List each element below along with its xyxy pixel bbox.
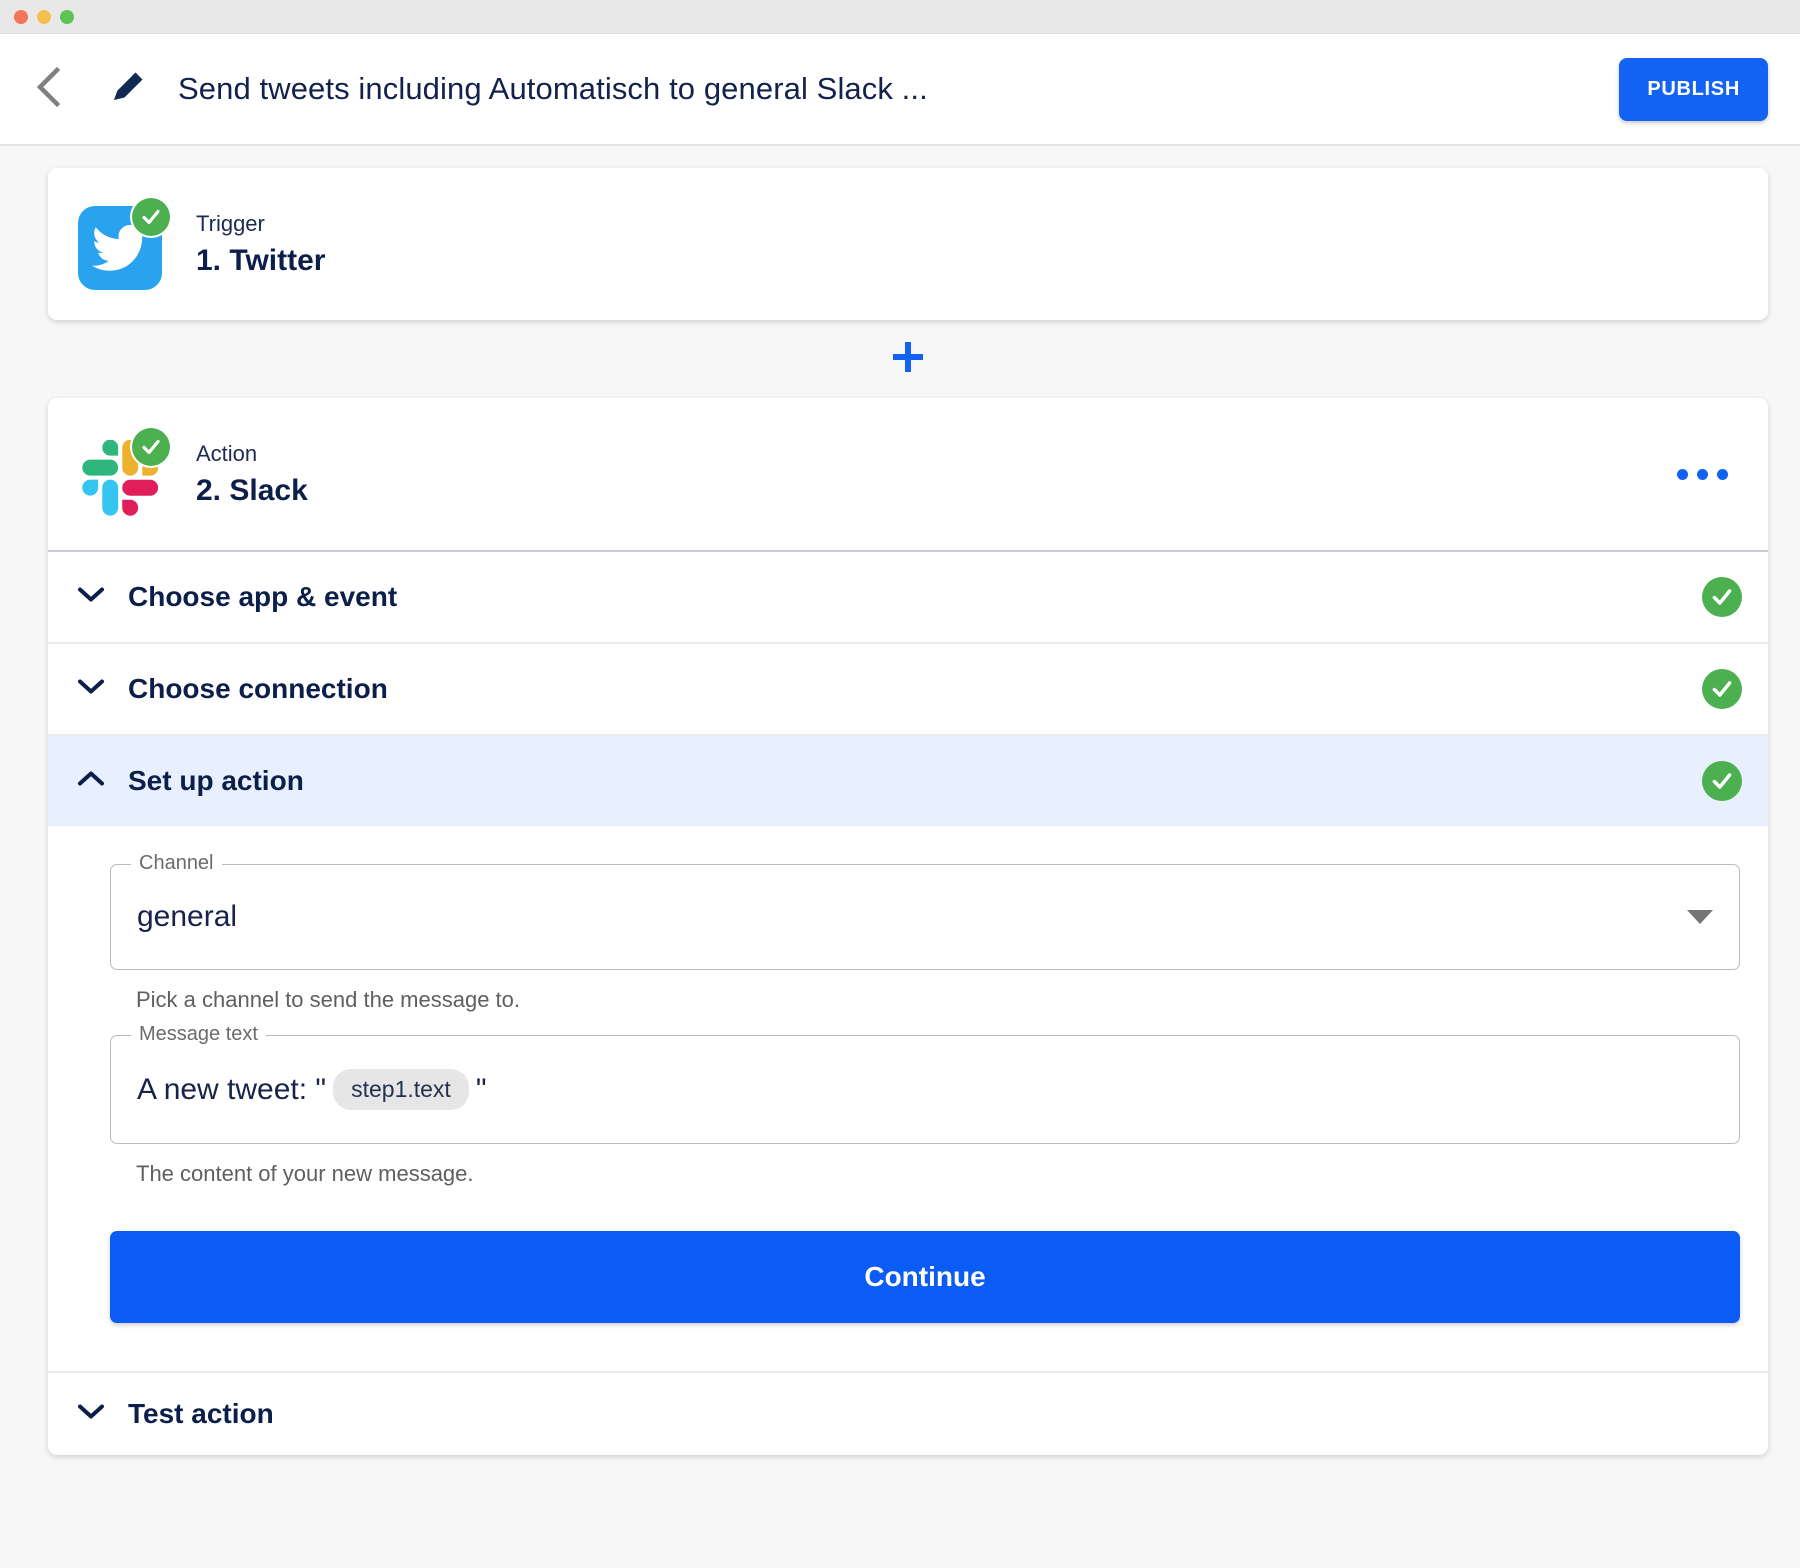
kebab-dot (1697, 468, 1708, 480)
window-minimize-button[interactable] (37, 9, 51, 24)
section-label: Test action (128, 1398, 274, 1429)
variable-token[interactable]: step1.text (333, 1069, 469, 1110)
trigger-step-kind: Trigger (196, 210, 265, 236)
window-close-button[interactable] (14, 9, 28, 24)
page-title: Send tweets including Automatisch to gen… (178, 71, 928, 106)
message-suffix: " (475, 1072, 487, 1106)
section-status-check-icon (1702, 669, 1742, 709)
back-button[interactable] (28, 65, 72, 114)
chevron-down-icon (76, 585, 106, 610)
section-choose-app-event[interactable]: Choose app & event (48, 552, 1768, 642)
section-set-up-action[interactable]: Set up action (48, 736, 1768, 826)
action-step-header[interactable]: Action 2. Slack (48, 398, 1768, 550)
form-bottom-spacer (110, 1323, 1740, 1371)
chevron-up-icon (76, 769, 106, 794)
section-divider (48, 734, 1768, 736)
workflow-canvas: Trigger 1. Twitter (0, 146, 1800, 1568)
channel-value[interactable]: general (137, 900, 238, 933)
action-step-kind: Action (196, 440, 258, 466)
chevron-down-icon (76, 677, 106, 702)
slack-icon (78, 436, 162, 520)
section-status-check-icon (1702, 761, 1742, 801)
action-status-check-icon (132, 428, 170, 466)
section-choose-connection[interactable]: Choose connection (48, 644, 1768, 734)
action-app-icon (78, 428, 170, 520)
more-options-icon[interactable] (1665, 457, 1740, 492)
card-divider (48, 550, 1768, 552)
add-step-button[interactable] (891, 340, 925, 379)
message-text-value[interactable]: A new tweet: " step1.text " (111, 1036, 1739, 1143)
channel-select[interactable]: Channel general (110, 852, 1740, 970)
section-divider (48, 642, 1768, 644)
section-divider (48, 1371, 1768, 1373)
section-status-check-icon (1702, 577, 1742, 617)
window-maximize-button[interactable] (60, 9, 74, 24)
edit-title-button[interactable] (100, 67, 156, 111)
chevron-down-icon (76, 1402, 106, 1427)
plus-icon (891, 341, 925, 378)
trigger-step-header[interactable]: Trigger 1. Twitter (48, 168, 1768, 320)
trigger-status-check-icon (132, 198, 170, 236)
trigger-step-name: 1. Twitter (196, 243, 326, 277)
channel-helper-text: Pick a channel to send the message to. (136, 987, 521, 1012)
action-step-name: 2. Slack (196, 473, 308, 507)
channel-label: Channel (131, 852, 222, 875)
action-step-card[interactable]: Action 2. Slack Choose app & event (48, 398, 1768, 1455)
chevron-down-icon[interactable] (1687, 910, 1713, 924)
chevron-left-icon (35, 65, 65, 114)
message-prefix: A new tweet: " (137, 1072, 327, 1106)
window-title-bar (0, 0, 1800, 34)
message-text-input[interactable]: Message text A new tweet: " step1.text " (110, 1023, 1740, 1144)
message-text-label: Message text (131, 1023, 266, 1046)
continue-button[interactable]: Continue (110, 1231, 1740, 1323)
section-label: Choose connection (128, 673, 388, 704)
section-test-action[interactable]: Test action (48, 1373, 1768, 1455)
app-header: Send tweets including Automatisch to gen… (0, 34, 1800, 146)
set-up-action-form: Channel general Pick a channel to send t… (48, 826, 1768, 1371)
section-label: Set up action (128, 765, 304, 796)
kebab-dot (1677, 468, 1688, 480)
kebab-dot (1717, 468, 1728, 480)
trigger-app-icon (78, 198, 170, 290)
section-label: Choose app & event (128, 581, 398, 612)
pencil-icon (108, 67, 148, 112)
message-helper-text: The content of your new message. (136, 1161, 474, 1186)
step-connector (48, 320, 1768, 398)
publish-button[interactable]: PUBLISH (1619, 57, 1768, 121)
trigger-step-card[interactable]: Trigger 1. Twitter (48, 168, 1768, 320)
